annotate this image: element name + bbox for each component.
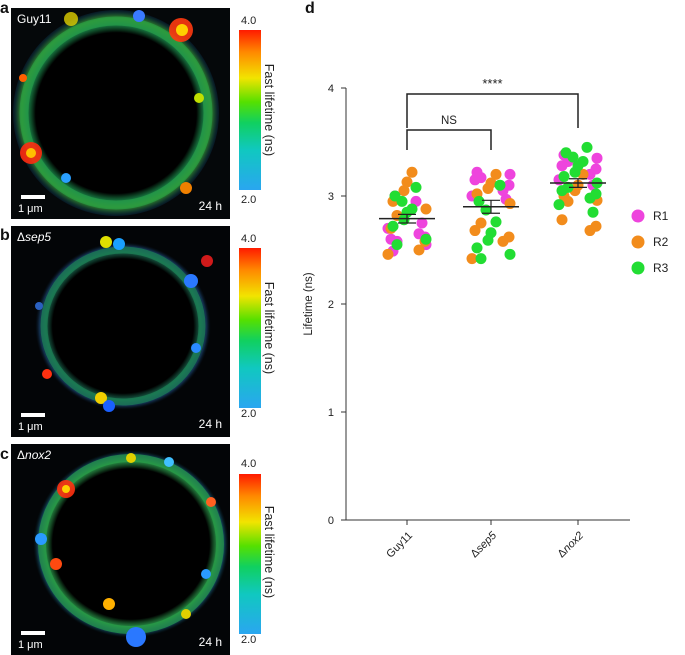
data-point-r2 — [469, 225, 481, 237]
data-point-r3 — [391, 239, 403, 251]
scale-bar — [21, 195, 45, 199]
scale-bar — [21, 631, 45, 635]
data-point-r3 — [558, 171, 570, 183]
micrograph-strain-label: Δnox2 — [17, 448, 52, 462]
data-point-r2 — [556, 214, 568, 226]
data-point-r2 — [466, 253, 478, 265]
data-point-r2 — [482, 182, 494, 194]
data-point-r3 — [581, 141, 593, 153]
panel-letter-d: d — [305, 0, 315, 17]
data-point-r2 — [413, 244, 425, 256]
scale-bar — [21, 413, 45, 417]
data-point-r3 — [587, 206, 599, 218]
legend-marker-r2 — [631, 235, 645, 249]
data-point-r2 — [398, 185, 410, 197]
panel-letter-a: a — [0, 0, 9, 17]
colorbar-min-label: 2.0 — [241, 408, 257, 420]
y-tick-label: 1 — [328, 407, 334, 419]
colorbar-c — [239, 474, 261, 634]
data-point-r1 — [591, 152, 603, 164]
data-point-r3 — [556, 185, 568, 197]
significance-label: NS — [441, 115, 457, 127]
colorbar-b — [239, 248, 261, 408]
micrograph-image — [11, 226, 230, 437]
panel-letter-b: b — [0, 227, 10, 244]
data-point-r3 — [490, 216, 502, 228]
data-point-r2 — [382, 248, 394, 260]
colorbar-max-label: 4.0 — [241, 458, 257, 470]
data-point-r3 — [387, 220, 399, 232]
time-label: 24 h — [198, 635, 222, 649]
micrograph-sep5: Δsep5 1 μm 24 h — [11, 226, 230, 437]
x-tick-label: Δsep5 — [469, 529, 500, 560]
data-point-r3 — [569, 166, 581, 178]
legend-marker-r1 — [631, 209, 645, 223]
micrograph-nox2: Δnox2 1 μm 24 h — [11, 444, 230, 655]
data-point-r2 — [420, 203, 432, 215]
time-label: 24 h — [198, 199, 222, 213]
data-point-r1 — [469, 174, 481, 186]
colorbar-title: Fast lifetime (ns) — [262, 281, 276, 375]
data-point-r2 — [406, 166, 418, 178]
data-point-r2 — [497, 235, 509, 247]
significance-label: **** — [482, 76, 502, 91]
scale-bar-label: 1 μm — [18, 203, 43, 215]
data-point-r3 — [471, 242, 483, 254]
data-point-r3 — [494, 179, 506, 191]
scale-bar-label: 1 μm — [18, 421, 43, 433]
legend-label-r1: R1 — [653, 209, 669, 223]
data-point-r3 — [482, 234, 494, 246]
colorbar-title: Fast lifetime (ns) — [262, 63, 276, 157]
data-point-r3 — [584, 192, 596, 204]
colorbar-min-label: 2.0 — [241, 634, 257, 646]
micrograph-strain-label: Δsep5 — [17, 230, 52, 244]
y-tick-label: 3 — [328, 191, 334, 203]
data-point-r2 — [584, 225, 596, 237]
legend-label-r3: R3 — [653, 261, 669, 275]
colorbar-title: Fast lifetime (ns) — [262, 505, 276, 599]
colorbar-max-label: 4.0 — [241, 15, 257, 27]
data-point-r1 — [556, 160, 568, 172]
colorbar-max-label: 4.0 — [241, 233, 257, 245]
data-point-r2 — [490, 168, 502, 180]
data-point-r3 — [410, 181, 422, 193]
y-tick-label: 4 — [328, 83, 334, 95]
data-point-r3 — [473, 195, 485, 207]
colorbar-min-label: 2.0 — [241, 194, 257, 206]
significance-bracket — [406, 129, 492, 150]
time-label: 24 h — [198, 417, 222, 431]
lifetime-scatter-chart: 0 1 2 3 4 Lifetime (ns) Guy11 Δsep5 Δnox2 **** NS… — [303, 76, 669, 561]
data-point-r1 — [504, 168, 516, 180]
y-tick-label: 0 — [328, 515, 334, 527]
data-point-r3 — [396, 195, 408, 207]
data-point-r1 — [416, 217, 428, 229]
micrograph-guy11: Guy11 1 μm 24 h — [11, 8, 230, 219]
data-point-r3 — [567, 151, 579, 163]
data-point-r3 — [420, 233, 432, 245]
legend-marker-r3 — [631, 261, 645, 275]
scale-bar-label: 1 μm — [18, 639, 43, 651]
micrograph-strain-label: Guy11 — [17, 12, 52, 26]
data-point-r3 — [475, 253, 487, 265]
data-point-r2 — [475, 217, 487, 229]
data-point-r3 — [398, 214, 410, 226]
legend-label-r2: R2 — [653, 235, 669, 249]
y-tick-label: 2 — [328, 299, 334, 311]
x-tick-label: Guy11 — [384, 530, 415, 561]
data-point-r2 — [562, 195, 574, 207]
y-axis-label: Lifetime (ns) — [303, 272, 315, 335]
panel-letter-c: c — [0, 446, 9, 463]
colorbar-a — [239, 30, 261, 190]
micrograph-image — [11, 8, 230, 219]
data-point-r3 — [553, 199, 565, 211]
micrograph-image — [11, 444, 230, 655]
data-point-r2 — [401, 176, 413, 188]
significance-bracket — [406, 93, 579, 128]
x-tick-label: Δnox2 — [556, 530, 587, 561]
data-point-r3 — [504, 248, 516, 260]
